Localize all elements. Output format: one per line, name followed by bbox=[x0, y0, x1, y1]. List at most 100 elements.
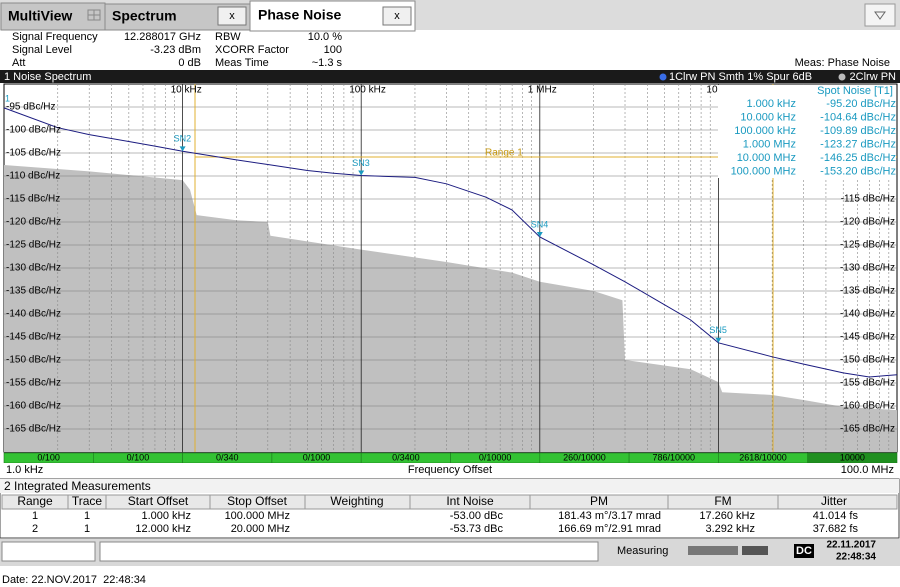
marker-label: SN2 bbox=[174, 134, 192, 144]
y-tick-label: -140 dBc/Hz bbox=[6, 309, 61, 320]
segment-label: 0/100 bbox=[127, 452, 150, 462]
header-label: RBW bbox=[215, 31, 241, 43]
legend-entry: 1Clrw PN Smth 1% Spur 6dB bbox=[669, 71, 812, 83]
y-tick-label-right: -120 dBc/Hz bbox=[840, 217, 895, 228]
table-title: 2 Integrated Measurements bbox=[4, 479, 151, 493]
label-layer: -95 dBc/Hz -100 dBc/Hz -105 dBc/Hz -110 dBc… bbox=[6, 85, 895, 435]
segment-label: 0/340 bbox=[216, 452, 239, 462]
y-tick-label: -135 dBc/Hz bbox=[6, 286, 61, 297]
column-header: Trace bbox=[72, 494, 103, 508]
table-cell: 1 bbox=[84, 523, 90, 535]
range-bar: 0/100 0/100 0/340 0/1000 0/3400 0/10000 260/10… bbox=[3, 452, 898, 464]
column-header: Jitter bbox=[821, 494, 847, 508]
y-tick-label: -100 dBc/Hz bbox=[6, 125, 61, 136]
legend-dot bbox=[659, 73, 667, 81]
y-tick-label: -150 dBc/Hz bbox=[6, 355, 61, 366]
input-field[interactable] bbox=[99, 541, 599, 562]
y-tick-label-right: -140 dBc/Hz bbox=[840, 309, 895, 320]
spot-value: -104.64 dBc/Hz bbox=[820, 111, 896, 123]
spot-value: -146.25 dBc/Hz bbox=[820, 152, 896, 164]
x-axis-title: Frequency Offset bbox=[408, 464, 492, 476]
table-header bbox=[1, 494, 898, 510]
column-header: Range bbox=[17, 494, 53, 508]
trace-label: 1 bbox=[5, 93, 10, 103]
table-cell: -53.73 dBc bbox=[450, 523, 504, 535]
spot-frequency: 100.000 kHz bbox=[734, 125, 796, 137]
table-cell: 100.000 MHz bbox=[225, 510, 290, 522]
dropdown-button[interactable] bbox=[864, 3, 896, 27]
table: Range Trace Start Offset Stop Offset Weighti… bbox=[17, 494, 858, 535]
table-cell: 1.000 kHz bbox=[141, 510, 191, 522]
table-cell: 1 bbox=[32, 510, 38, 522]
segment-label: 0/3400 bbox=[392, 452, 420, 462]
y-tick-label-right: -155 dBc/Hz bbox=[840, 378, 895, 389]
tab-label[interactable]: MultiView bbox=[8, 8, 72, 24]
header-value: 100 bbox=[324, 44, 342, 56]
table-cell: 2 bbox=[32, 523, 38, 535]
table-cell: 17.260 kHz bbox=[699, 510, 755, 522]
spot-frequency: 10.000 MHz bbox=[737, 152, 796, 164]
spot-frequency: 1.000 kHz bbox=[746, 98, 796, 110]
spot-frequency: 10.000 kHz bbox=[740, 111, 796, 123]
meas-label: Meas: Phase Noise bbox=[795, 57, 890, 69]
spot-value: -109.89 dBc/Hz bbox=[820, 125, 896, 137]
table-cell: 20.000 MHz bbox=[231, 523, 290, 535]
y-tick-label-right: -150 dBc/Hz bbox=[840, 355, 895, 366]
table-cell: 1 bbox=[84, 510, 90, 522]
header-value: 0 dB bbox=[178, 57, 201, 69]
plot-layer bbox=[4, 165, 897, 452]
coupling-box bbox=[794, 544, 814, 558]
x-axis-bar bbox=[0, 463, 900, 477]
tab-label[interactable]: Phase Noise bbox=[258, 7, 341, 23]
segment-label: 0/1000 bbox=[303, 452, 331, 462]
y-tick-label-right: -145 dBc/Hz bbox=[840, 332, 895, 343]
column-header: Int Noise bbox=[446, 494, 494, 508]
status-date: 22.11.2017 bbox=[827, 540, 877, 551]
grid-layer bbox=[4, 84, 897, 452]
spot-noise-title: Spot Noise [T1] bbox=[817, 85, 893, 97]
progress-bar bbox=[688, 546, 738, 555]
tab-label[interactable]: Spectrum bbox=[112, 8, 177, 24]
input-field[interactable] bbox=[1, 541, 96, 562]
table-cell: 166.69 m°/2.91 mrad bbox=[558, 523, 661, 535]
status-icon bbox=[742, 546, 768, 555]
close-label[interactable]: x bbox=[229, 10, 235, 22]
header-label: Signal Level bbox=[12, 44, 72, 56]
legend-entry: 2Clrw PN bbox=[850, 71, 897, 83]
close-label[interactable]: x bbox=[394, 10, 400, 22]
y-tick-label-right: -115 dBc/Hz bbox=[841, 194, 895, 205]
spot-frequency: 1.000 MHz bbox=[743, 138, 796, 150]
y-tick-label-right: -165 dBc/Hz bbox=[840, 424, 895, 435]
plot-title-bar bbox=[0, 70, 900, 83]
status-time: 22:48:34 bbox=[836, 552, 876, 563]
marker bbox=[358, 170, 365, 176]
header-label: Signal Frequency bbox=[12, 31, 98, 43]
segment-label: 2618/10000 bbox=[739, 452, 787, 462]
column-header: PM bbox=[590, 494, 608, 508]
column-header: Start Offset bbox=[128, 494, 189, 508]
column-header: Weighting bbox=[330, 494, 383, 508]
table-cell: -53.00 dBc bbox=[450, 510, 504, 522]
trace-layer bbox=[3, 107, 898, 378]
spot-value: -95.20 dBc/Hz bbox=[826, 98, 896, 110]
header-value: 10.0 % bbox=[308, 31, 342, 43]
header: Signal Frequency 12.288017 GHz RBW 10.0 % Si… bbox=[12, 31, 342, 69]
spot-noise-rows: 1.000 kHz -95.20 dBc/Hz 10.000 kHz -104.64 … bbox=[731, 98, 896, 178]
table-title-bar bbox=[0, 479, 899, 493]
y-tick-label: -165 dBc/Hz bbox=[6, 424, 61, 435]
header-value: 12.288017 GHz bbox=[124, 31, 201, 43]
y-tick-label: -125 dBc/Hz bbox=[6, 240, 61, 251]
y-tick-label-right: -130 dBc/Hz bbox=[840, 263, 895, 274]
marker bbox=[179, 146, 186, 152]
legend-dot bbox=[838, 73, 846, 81]
close-button[interactable] bbox=[217, 6, 247, 26]
y-tick-label: -155 dBc/Hz bbox=[6, 378, 61, 389]
y-tick-label: -105 dBc/Hz bbox=[6, 148, 61, 159]
marker bbox=[536, 232, 543, 238]
dropdown-icon[interactable] bbox=[874, 11, 886, 20]
x-tick-label: 10 kHz bbox=[171, 85, 202, 96]
close-button[interactable] bbox=[382, 6, 412, 26]
table-cell: 37.682 fs bbox=[813, 523, 859, 535]
trace-line bbox=[3, 107, 898, 378]
